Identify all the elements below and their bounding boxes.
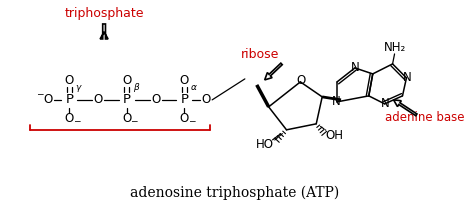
Text: N: N	[351, 61, 359, 74]
Text: triphosphate: triphosphate	[64, 7, 144, 20]
Text: N: N	[403, 71, 412, 84]
Text: O: O	[122, 112, 131, 125]
Text: O: O	[180, 74, 189, 87]
Text: O: O	[65, 74, 74, 87]
Text: adenine base: adenine base	[384, 111, 464, 124]
Text: P: P	[123, 93, 131, 106]
Text: adenosine triphosphate (ATP): adenosine triphosphate (ATP)	[130, 186, 339, 200]
Text: N: N	[381, 97, 390, 110]
Text: −: −	[73, 116, 80, 125]
Text: O: O	[65, 112, 74, 125]
Text: O: O	[297, 74, 306, 87]
Text: α: α	[191, 83, 196, 92]
Text: γ: γ	[76, 83, 81, 92]
Text: O: O	[151, 93, 160, 106]
Text: HO: HO	[255, 138, 273, 151]
Text: −: −	[36, 89, 44, 98]
Text: O: O	[43, 93, 52, 106]
Text: ribose: ribose	[240, 48, 279, 61]
Text: NH₂: NH₂	[383, 41, 406, 54]
Text: OH: OH	[325, 129, 343, 142]
Text: O: O	[201, 93, 211, 106]
Text: P: P	[65, 93, 73, 106]
Text: β: β	[133, 83, 139, 92]
Text: −: −	[188, 116, 195, 125]
Text: O: O	[93, 93, 103, 106]
Text: O: O	[122, 74, 131, 87]
Text: N: N	[332, 95, 340, 108]
Text: P: P	[181, 93, 188, 106]
Text: O: O	[180, 112, 189, 125]
Text: −: −	[130, 116, 137, 125]
